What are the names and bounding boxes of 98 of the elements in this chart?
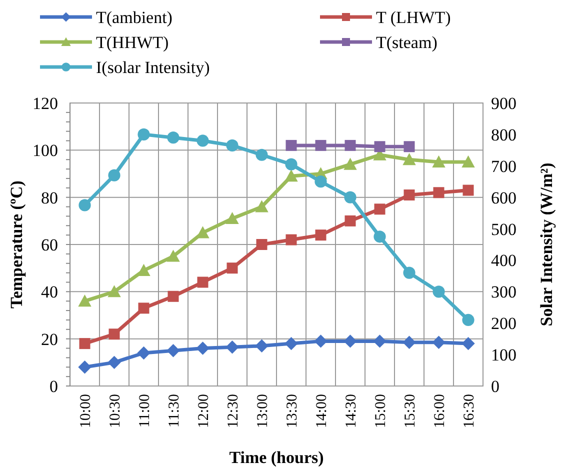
y2-tick-label: 400 (491, 251, 516, 270)
y-tick-label: 0 (50, 377, 58, 396)
x-tick-label: 14:00 (314, 394, 330, 428)
x-tick-label: 13:30 (284, 394, 300, 428)
point (255, 200, 268, 212)
y2-tick-label: 200 (491, 314, 516, 334)
point (432, 155, 446, 168)
x-tick-label: 11:30 (166, 394, 182, 428)
x-tick-label: 15:00 (372, 394, 389, 428)
point (138, 302, 150, 314)
point (137, 346, 150, 360)
x-axis-title: Time (hours) (229, 448, 324, 467)
point (78, 199, 91, 212)
point (462, 184, 474, 196)
point (314, 176, 327, 188)
point (78, 360, 92, 374)
x-tick-label: 10:00 (78, 394, 94, 428)
point (197, 276, 208, 288)
point (78, 294, 92, 307)
point (284, 170, 298, 182)
y2-tick-label: 0 (491, 377, 500, 396)
x-tick-label: 14:30 (343, 394, 360, 428)
y-tick-label: 20 (41, 330, 58, 349)
point (403, 266, 416, 279)
x-tick-label: 16:30 (461, 394, 478, 428)
legend-label: T(HHWT) (96, 33, 169, 52)
point (108, 356, 121, 370)
x-tick-label: 12:00 (196, 394, 212, 428)
y2-axis-title: Solar Intensity (W/m²) (537, 162, 556, 326)
point (402, 153, 416, 166)
point (404, 141, 415, 152)
point (255, 339, 268, 353)
x-tick-label: 11:00 (136, 394, 153, 428)
y2-tick-label: 700 (491, 156, 516, 176)
point (286, 234, 297, 246)
point (226, 139, 238, 152)
point (226, 262, 238, 274)
point (374, 141, 386, 152)
point (285, 158, 298, 170)
point (404, 189, 415, 200)
point (344, 334, 357, 348)
point (196, 134, 209, 147)
y2-tick-label: 300 (491, 282, 516, 302)
point (138, 128, 150, 140)
point (79, 338, 90, 350)
point (196, 342, 210, 355)
y-tick-label: 100 (32, 141, 58, 160)
y-tick-label: 60 (41, 236, 58, 254)
point (462, 155, 475, 168)
y2-tick-label: 900 (491, 94, 516, 113)
x-tick-label: 16:00 (432, 394, 448, 428)
legend-label: T(steam) (376, 33, 438, 52)
point (166, 344, 180, 358)
point (226, 340, 239, 354)
y2-tick-label: 500 (491, 220, 516, 239)
point (226, 212, 239, 224)
point (286, 140, 297, 151)
point (256, 239, 268, 250)
point (344, 158, 357, 170)
point (168, 290, 179, 302)
point (137, 264, 150, 276)
point (462, 314, 474, 326)
y2-tick-label: 600 (491, 188, 516, 208)
point (433, 187, 444, 198)
point (373, 334, 386, 348)
point (374, 230, 386, 243)
point (315, 140, 326, 151)
point (108, 285, 121, 298)
y-tick-label: 40 (41, 282, 58, 302)
y2-tick-label: 800 (491, 125, 516, 144)
point (196, 226, 210, 238)
x-tick-label: 12:30 (225, 394, 242, 428)
point (315, 230, 326, 241)
point (108, 328, 120, 340)
legend-label: T (LHWT) (376, 8, 451, 27)
y-tick-label: 80 (41, 188, 58, 208)
point (344, 140, 356, 151)
point (166, 250, 180, 262)
x-tick-label: 13:00 (254, 394, 271, 428)
point (167, 132, 180, 144)
point (256, 148, 268, 161)
point (402, 336, 416, 349)
x-tick-label: 15:30 (402, 394, 418, 428)
legend-label: I(solar Intensity) (96, 58, 210, 77)
y-tick-label: 120 (32, 94, 58, 113)
point (314, 334, 328, 348)
point (344, 215, 356, 226)
x-tick-label: 10:30 (107, 394, 124, 428)
legend-label: T(ambient) (96, 8, 172, 27)
point (432, 336, 446, 349)
point (432, 286, 445, 298)
point (344, 191, 356, 204)
point (284, 336, 298, 350)
y-axis-title: Temperature (ºC) (7, 180, 26, 308)
y2-tick-label: 100 (491, 346, 516, 365)
point (462, 336, 475, 350)
point (108, 169, 120, 182)
point (374, 204, 386, 215)
